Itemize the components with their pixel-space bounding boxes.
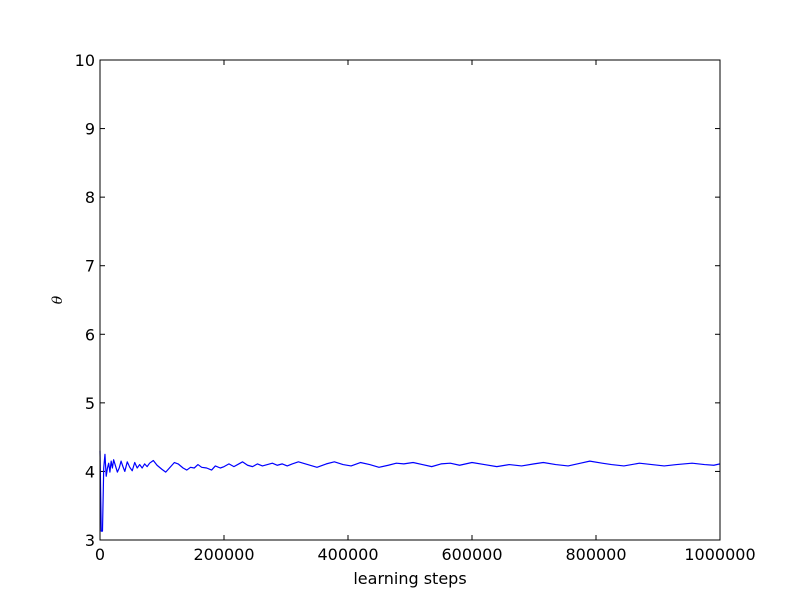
data-series-line [99, 450, 721, 532]
x-axis-label: learning steps [353, 569, 466, 588]
y-tick-label: 8 [85, 188, 95, 207]
y-axis-label: θ [50, 295, 66, 304]
y-tick-label: 4 [85, 462, 95, 481]
x-tick-label: 1000000 [684, 545, 755, 564]
y-tick-label: 9 [85, 120, 95, 139]
x-tick-label: 0 [95, 545, 105, 564]
y-tick-label: 5 [85, 394, 95, 413]
x-tick-label: 800000 [565, 545, 626, 564]
y-tick-label: 10 [75, 51, 95, 70]
tick-labels-layer: 0 200000 400000 600000 800000 1000000 3 4 5 6 7 8 9 1… [75, 51, 756, 564]
x-tick-label: 200000 [193, 545, 254, 564]
y-tick-label: 7 [85, 257, 95, 276]
y-tick-label: 6 [85, 325, 95, 344]
plot-frame [99, 59, 721, 541]
y-tick-label: 3 [85, 531, 95, 550]
x-tick-label: 400000 [317, 545, 378, 564]
x-tick-label: 600000 [441, 545, 502, 564]
